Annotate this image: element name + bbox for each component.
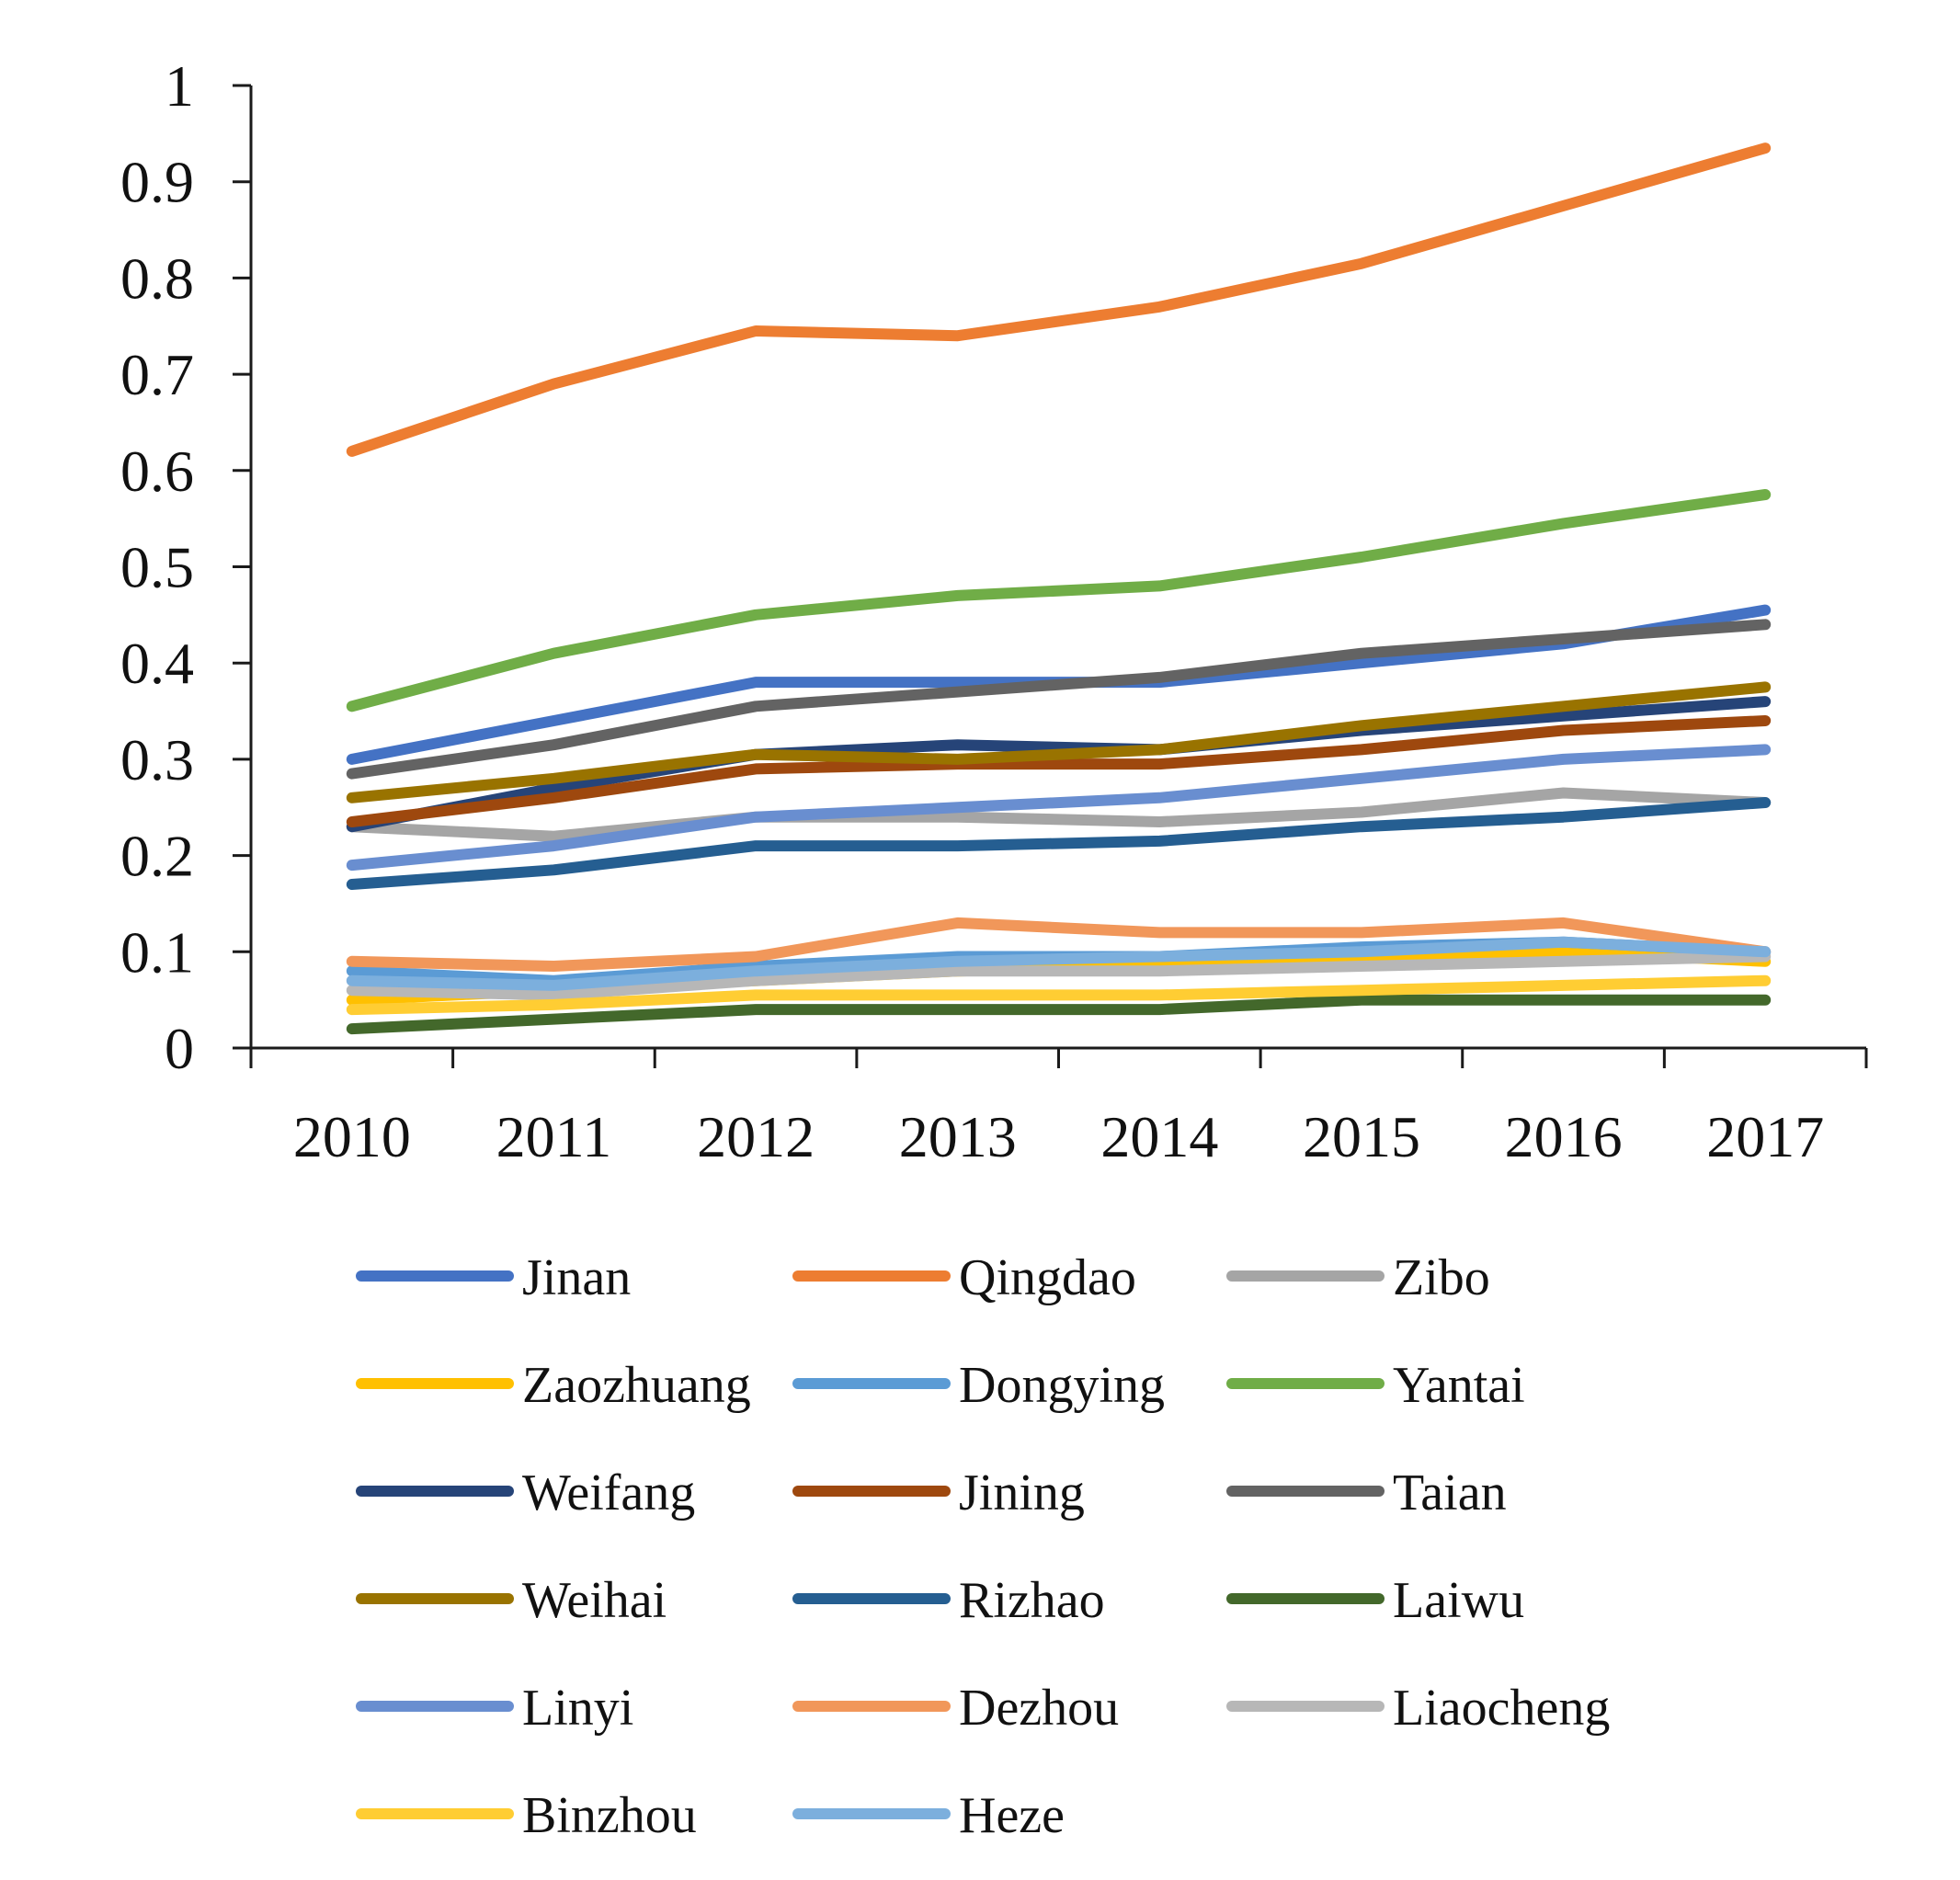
series-line-linyi — [346, 744, 1772, 872]
legend-label-linyi: Linyi — [522, 1680, 633, 1737]
legend-label-heze: Heze — [959, 1787, 1065, 1844]
legend-label-binzhou: Binzhou — [522, 1787, 697, 1844]
x-tick-label: 2010 — [293, 1104, 411, 1169]
series-line-binzhou — [346, 974, 1772, 1016]
legend-label-taian: Taian — [1393, 1464, 1507, 1521]
x-tick-label: 2017 — [1706, 1104, 1824, 1169]
series-lines — [346, 142, 1772, 1035]
legend-label-dongying: Dongying — [959, 1357, 1165, 1414]
y-tick-label: 0.6 — [120, 439, 194, 504]
legend-label-zaozhuang: Zaozhuang — [522, 1357, 751, 1414]
legend-label-liaocheng: Liaocheng — [1393, 1680, 1610, 1737]
y-tick-label: 0.1 — [120, 919, 194, 985]
legend-label-rizhao: Rizhao — [959, 1572, 1105, 1629]
x-tick-label: 2012 — [697, 1104, 815, 1169]
y-tick-label: 0 — [165, 1016, 194, 1081]
axes: 0 0.1 0.2 0.3 0.4 0.5 0.6 0.7 0.8 0.9 1 2010 2011 201… — [120, 53, 1868, 1169]
y-tick-label: 0.5 — [120, 535, 194, 600]
legend-label-jinan: Jinan — [522, 1249, 631, 1306]
x-tick-label: 2014 — [1100, 1104, 1218, 1169]
legend-label-weifang: Weifang — [522, 1464, 695, 1521]
y-tick-label: 0.7 — [120, 342, 194, 407]
legend-label-jining: Jining — [959, 1464, 1085, 1521]
series-line-weifang — [346, 696, 1772, 833]
series-line-weihai — [346, 681, 1772, 803]
series-line-heze — [346, 936, 1772, 991]
series-line-laiwu — [346, 994, 1772, 1035]
y-tick-label: 0.9 — [120, 150, 194, 215]
x-tick-label: 2013 — [899, 1104, 1017, 1169]
y-tick-label: 0.4 — [120, 631, 194, 696]
legend: Jinan Qingdao Zibo Zaozhuang Dongying Yantai W… — [356, 1249, 1610, 1844]
x-tick-label: 2011 — [496, 1104, 612, 1169]
series-line-zibo — [346, 787, 1772, 842]
series-line-qingdao — [346, 142, 1772, 457]
y-tick-label: 0.3 — [120, 727, 194, 792]
y-tick-label: 0.8 — [120, 245, 194, 311]
series-line-taian — [346, 619, 1772, 780]
legend-label-yantai: Yantai — [1393, 1357, 1525, 1414]
series-line-dezhou — [346, 917, 1772, 972]
series-line-jining — [346, 715, 1772, 827]
series-line-liaocheng — [346, 951, 1772, 1001]
legend-label-laiwu: Laiwu — [1393, 1572, 1524, 1629]
legend-label-weihai: Weihai — [522, 1572, 667, 1629]
x-tick-label: 2016 — [1505, 1104, 1623, 1169]
legend-label-dezhou: Dezhou — [959, 1680, 1119, 1737]
legend-label-zibo: Zibo — [1393, 1249, 1490, 1306]
y-tick-label: 0.2 — [120, 824, 194, 889]
legend-label-qingdao: Qingdao — [959, 1249, 1136, 1306]
x-tick-label: 2015 — [1303, 1104, 1420, 1169]
series-line-rizhao — [346, 797, 1772, 890]
series-line-yantai — [346, 489, 1772, 712]
y-tick-label: 1 — [165, 53, 194, 119]
